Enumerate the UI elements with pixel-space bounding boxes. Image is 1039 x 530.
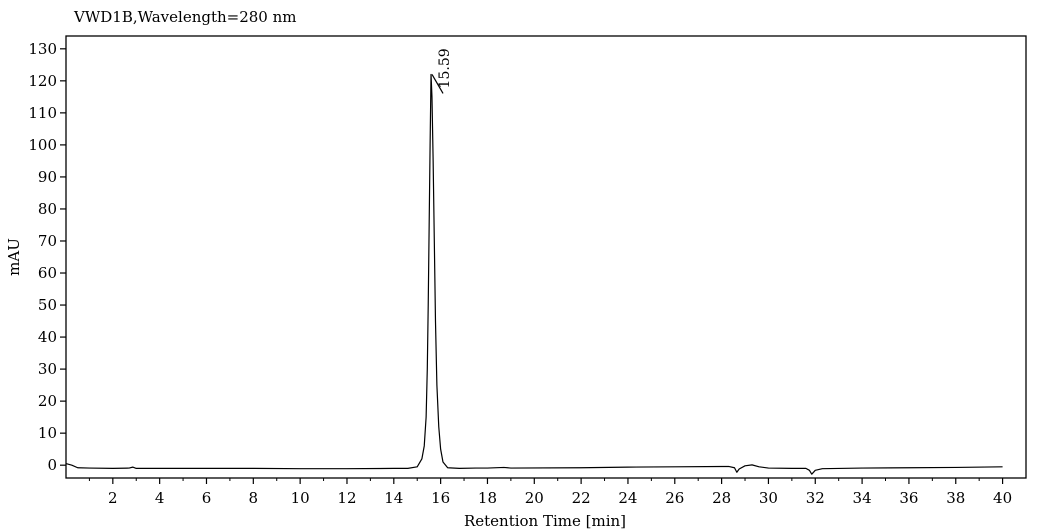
peak-label: 15.59 xyxy=(437,48,453,88)
x-tick-label: 4 xyxy=(155,489,165,507)
x-tick-label: 26 xyxy=(665,489,684,507)
y-axis-label: mAU xyxy=(5,238,23,276)
x-tick-label: 14 xyxy=(384,489,403,507)
x-axis: 2 4 6 8 10 12 14 16 18 20 22 24 26 28 30 32 34 36 38 40 xyxy=(88,478,1012,507)
y-axis: 0 10 20 30 40 50 60 70 80 90 100 110 120 130 xyxy=(28,40,66,474)
y-tick-label: 80 xyxy=(38,200,57,218)
annotation-layer: 15.59 xyxy=(431,48,453,94)
y-tick-label: 100 xyxy=(28,136,57,154)
series-layer xyxy=(65,73,1003,475)
y-tick-label: 40 xyxy=(38,328,57,346)
x-tick-label: 18 xyxy=(478,489,497,507)
x-tick-label: 2 xyxy=(108,489,118,507)
x-tick-label: 8 xyxy=(249,489,259,507)
chromatogram-trace xyxy=(65,73,1003,475)
x-tick-label: 24 xyxy=(618,489,637,507)
x-tick-label: 16 xyxy=(431,489,450,507)
y-tick-label: 60 xyxy=(38,264,57,282)
x-tick-label: 22 xyxy=(572,489,591,507)
y-tick-label: 70 xyxy=(38,232,57,250)
y-tick-label: 110 xyxy=(28,104,57,122)
chart-title: VWD1B,Wavelength=280 nm xyxy=(73,8,297,26)
x-axis-label: Retention Time [min] xyxy=(464,512,626,530)
x-tick-label: 12 xyxy=(337,489,356,507)
x-tick-label: 6 xyxy=(202,489,212,507)
y-tick-label: 20 xyxy=(38,392,57,410)
x-tick-label: 10 xyxy=(291,489,310,507)
peak-leader-line xyxy=(431,74,444,94)
x-tick-label: 40 xyxy=(993,489,1012,507)
x-tick-label: 36 xyxy=(899,489,918,507)
y-tick-label: 30 xyxy=(38,360,57,378)
plot-frame xyxy=(65,35,1027,479)
y-tick-label: 10 xyxy=(38,424,57,442)
y-tick-label: 90 xyxy=(38,168,57,186)
x-tick-label: 32 xyxy=(806,489,825,507)
x-tick-label: 20 xyxy=(525,489,544,507)
y-tick-label: 50 xyxy=(38,296,57,314)
y-tick-label: 120 xyxy=(28,72,57,90)
x-tick-label: 30 xyxy=(759,489,778,507)
x-tick-label: 38 xyxy=(946,489,965,507)
x-tick-label: 28 xyxy=(712,489,731,507)
y-tick-label: 130 xyxy=(28,40,57,58)
x-tick-label: 34 xyxy=(853,489,872,507)
y-tick-label: 0 xyxy=(47,456,57,474)
